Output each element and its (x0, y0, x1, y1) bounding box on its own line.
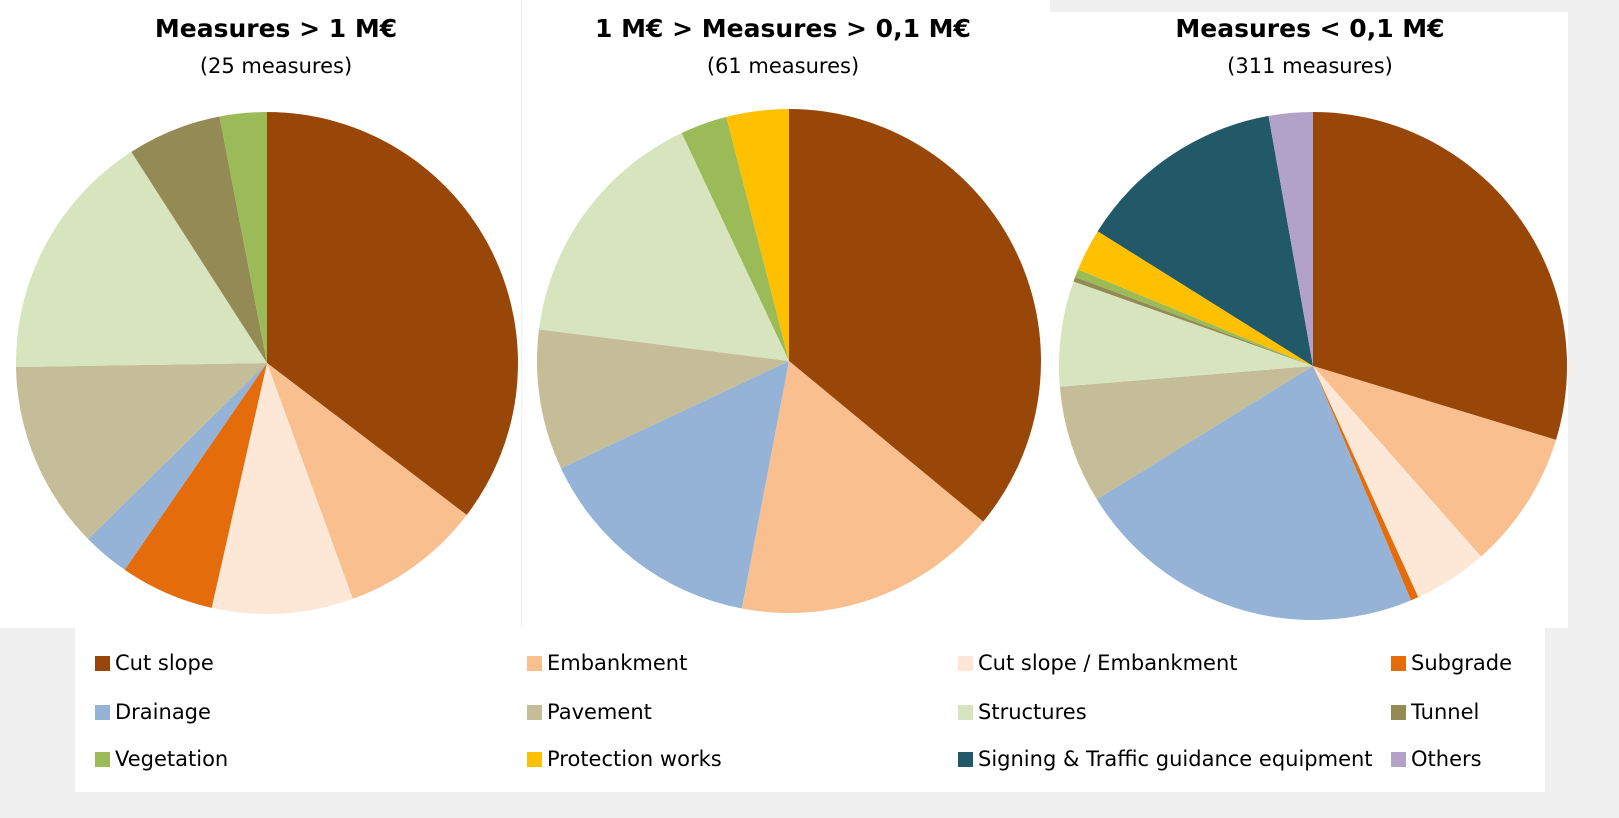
pie-slice (131, 116, 267, 364)
legend-label: Subgrade (1411, 651, 1512, 675)
legend-swatch (1391, 705, 1406, 720)
chart-subtitle: (25 measures) (200, 54, 352, 78)
pie-slice (267, 112, 519, 516)
legend-label: Cut slope (115, 651, 214, 675)
chart-subtitle: (61 measures) (707, 54, 859, 78)
pie-slice (16, 363, 268, 540)
pie-slice (681, 116, 789, 361)
legend-swatch (958, 752, 973, 767)
chart-title: Measures > 1 M€ (155, 14, 397, 43)
pie-slice (1096, 366, 1411, 621)
pie-slice (1313, 366, 1419, 601)
legend-swatch (527, 656, 542, 671)
pie-slice (1268, 112, 1313, 366)
legend-label: Pavement (547, 700, 652, 724)
pie-slice (560, 361, 789, 609)
chart-subtitle: (311 measures) (1227, 54, 1393, 78)
pie-slice (741, 361, 984, 613)
pie-slice (1073, 276, 1313, 366)
pie-slice (88, 363, 267, 570)
pie-slice (211, 363, 353, 614)
pie-slice (124, 363, 268, 608)
pie-slice (538, 132, 789, 361)
pie-slice (1075, 269, 1313, 366)
pie-slice (537, 329, 789, 469)
legend-swatch (1391, 752, 1406, 767)
pie-slice (1313, 366, 1557, 557)
pie-slice (1313, 366, 1481, 598)
pie-slice (1058, 281, 1313, 387)
pie-slice (219, 112, 267, 363)
legend-swatch (527, 705, 542, 720)
pie-slice (267, 363, 467, 599)
legend-swatch (95, 705, 110, 720)
pie-slice (1078, 231, 1313, 366)
legend-swatch (958, 656, 973, 671)
legend-swatch (958, 705, 973, 720)
pie-slice (726, 109, 789, 361)
legend-label: Drainage (115, 700, 211, 724)
legend-label: Embankment (547, 651, 687, 675)
legend-label: Cut slope / Embankment (978, 651, 1238, 675)
pie-slice (1097, 115, 1313, 367)
pie-slice (789, 109, 1041, 522)
legend-label: Protection works (547, 747, 722, 771)
chart-title: 1 M€ > Measures > 0,1 M€ (595, 14, 971, 43)
legend-swatch (1391, 656, 1406, 671)
legend-label: Signing & Traffic guidance equipment (978, 747, 1373, 771)
legend-swatch (527, 752, 542, 767)
legend-label: Structures (978, 700, 1087, 724)
chart-title: Measures < 0,1 M€ (1175, 14, 1444, 43)
pie-slice (1313, 112, 1567, 440)
legend-swatch (95, 752, 110, 767)
legend-label: Others (1411, 747, 1482, 771)
pie-slice (1059, 366, 1313, 500)
legend-panel (75, 628, 1545, 792)
legend-swatch (95, 656, 110, 671)
pie-slice (16, 151, 267, 367)
legend-label: Tunnel (1410, 700, 1479, 724)
legend-label: Vegetation (115, 747, 228, 771)
